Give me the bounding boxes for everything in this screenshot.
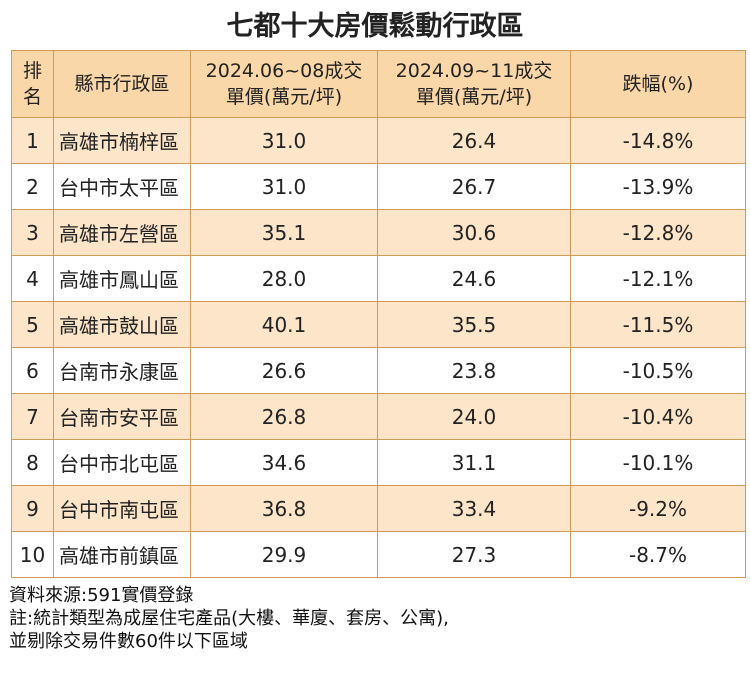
rank-cell: 8 — [11, 439, 54, 486]
period2-price-cell: 24.6 — [377, 255, 571, 302]
period1-price-cell: 36.8 — [190, 485, 378, 532]
header-change: 跌幅(%) — [570, 50, 746, 118]
period2-price-cell: 35.5 — [377, 301, 571, 348]
header-period1-line1: 2024.06~08成交 — [205, 60, 363, 82]
table-row: 8 台中市北屯區 34.6 31.1 -10.1% — [11, 439, 746, 486]
period2-price-cell: 27.3 — [377, 531, 571, 578]
period1-price-cell: 35.1 — [190, 209, 378, 256]
header-period2-line2: 單價(萬元/坪) — [415, 86, 533, 108]
period2-price-cell: 30.6 — [377, 209, 571, 256]
change-cell: -12.1% — [570, 255, 746, 302]
table-body: 1 高雄市楠梓區 31.0 26.4 -14.8% 2 台中市太平區 31.0 26.7 -13.… — [11, 117, 746, 578]
district-cell: 台中市太平區 — [53, 163, 191, 210]
district-cell: 台中市北屯區 — [53, 439, 191, 486]
district-cell: 高雄市左營區 — [53, 209, 191, 256]
district-cell: 台南市永康區 — [53, 347, 191, 394]
change-cell: -10.5% — [570, 347, 746, 394]
rank-cell: 5 — [11, 301, 54, 348]
rank-cell: 3 — [11, 209, 54, 256]
period2-price-cell: 23.8 — [377, 347, 571, 394]
header-rank-line1: 排 — [22, 60, 42, 82]
header-district: 縣市行政區 — [53, 50, 191, 118]
period2-price-cell: 33.4 — [377, 485, 571, 532]
district-cell: 台中市南屯區 — [53, 485, 191, 532]
rank-cell: 1 — [11, 117, 54, 164]
district-cell: 高雄市鼓山區 — [53, 301, 191, 348]
header-rank-line2: 名 — [22, 86, 42, 108]
header-period1-line2: 單價(萬元/坪) — [225, 86, 343, 108]
rank-cell: 9 — [11, 485, 54, 532]
period1-price-cell: 31.0 — [190, 117, 378, 164]
table-row: 9 台中市南屯區 36.8 33.4 -9.2% — [11, 485, 746, 532]
table-row: 10 高雄市前鎮區 29.9 27.3 -8.7% — [11, 531, 746, 578]
table-row: 3 高雄市左營區 35.1 30.6 -12.8% — [11, 209, 746, 256]
district-cell: 台南市安平區 — [53, 393, 191, 440]
change-cell: -10.1% — [570, 439, 746, 486]
period1-price-cell: 34.6 — [190, 439, 378, 486]
period2-price-cell: 24.0 — [377, 393, 571, 440]
footer: 資料來源:591實價登錄 註:統計類型為成屋住宅產品(大樓、華廈、套房、公寓),… — [9, 584, 750, 653]
change-cell: -10.4% — [570, 393, 746, 440]
rank-cell: 4 — [11, 255, 54, 302]
period2-price-cell: 26.4 — [377, 117, 571, 164]
rank-cell: 2 — [11, 163, 54, 210]
rank-cell: 6 — [11, 347, 54, 394]
change-cell: -14.8% — [570, 117, 746, 164]
change-cell: -12.8% — [570, 209, 746, 256]
footer-source: 資料來源:591實價登錄 — [9, 585, 194, 606]
rank-cell: 10 — [11, 531, 54, 578]
rank-cell: 7 — [11, 393, 54, 440]
header-period1: 2024.06~08成交 單價(萬元/坪) — [190, 50, 378, 118]
district-cell: 高雄市前鎮區 — [53, 531, 191, 578]
table-row: 4 高雄市鳳山區 28.0 24.6 -12.1% — [11, 255, 746, 302]
change-cell: -11.5% — [570, 301, 746, 348]
period2-price-cell: 26.7 — [377, 163, 571, 210]
footer-note-line2: 並剔除交易件數60件以下區域 — [9, 631, 248, 652]
period1-price-cell: 28.0 — [190, 255, 378, 302]
period1-price-cell: 26.8 — [190, 393, 378, 440]
page-title: 七都十大房價鬆動行政區 — [226, 11, 524, 42]
change-cell: -8.7% — [570, 531, 746, 578]
district-cell: 高雄市楠梓區 — [53, 117, 191, 164]
period1-price-cell: 26.6 — [190, 347, 378, 394]
header-rank: 排 名 — [11, 50, 54, 118]
header-row: 排 名 縣市行政區 2024.06~08成交 單價(萬元/坪) 2024.09~… — [11, 50, 746, 118]
table-row: 7 台南市安平區 26.8 24.0 -10.4% — [11, 393, 746, 440]
table-row: 1 高雄市楠梓區 31.0 26.4 -14.8% — [11, 117, 746, 164]
period1-price-cell: 29.9 — [190, 531, 378, 578]
change-cell: -9.2% — [570, 485, 746, 532]
table-row: 5 高雄市鼓山區 40.1 35.5 -11.5% — [11, 301, 746, 348]
district-cell: 高雄市鳳山區 — [53, 255, 191, 302]
table-row: 6 台南市永康區 26.6 23.8 -10.5% — [11, 347, 746, 394]
change-cell: -13.9% — [570, 163, 746, 210]
period1-price-cell: 40.1 — [190, 301, 378, 348]
period2-price-cell: 31.1 — [377, 439, 571, 486]
price-table: 排 名 縣市行政區 2024.06~08成交 單價(萬元/坪) 2024.09~… — [11, 50, 746, 578]
period1-price-cell: 31.0 — [190, 163, 378, 210]
footer-note-line1: 註:統計類型為成屋住宅產品(大樓、華廈、套房、公寓), — [9, 608, 449, 629]
table-row: 2 台中市太平區 31.0 26.7 -13.9% — [11, 163, 746, 210]
header-period2-line1: 2024.09~11成交 — [395, 60, 553, 82]
header-period2: 2024.09~11成交 單價(萬元/坪) — [377, 50, 571, 118]
